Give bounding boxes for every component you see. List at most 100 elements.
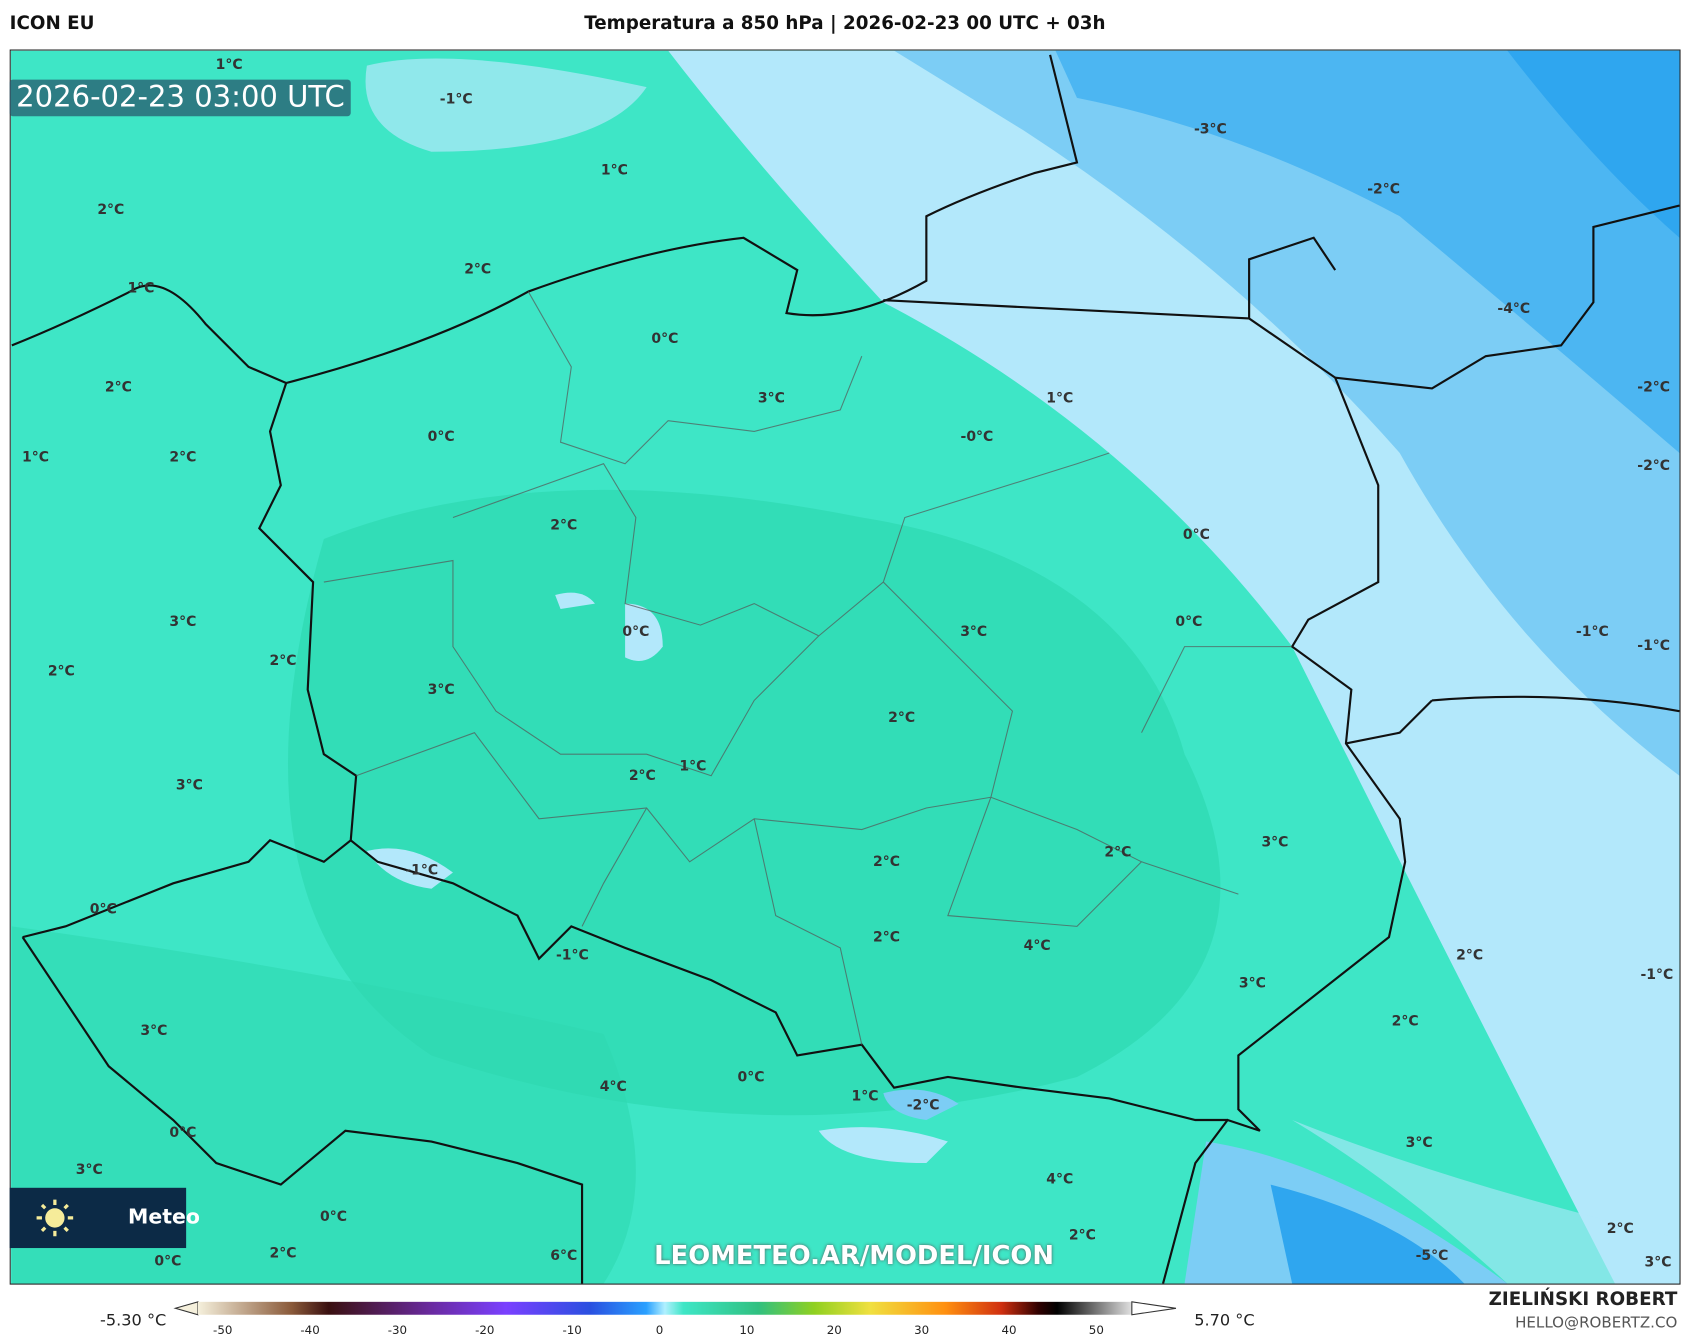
- temperature-label: 2°C: [1456, 947, 1484, 965]
- author-name: ZIELIŃSKI ROBERT: [1488, 1288, 1678, 1311]
- temperature-label: 6°C: [550, 1248, 578, 1265]
- temperature-label: 3°C: [1261, 834, 1289, 852]
- colorbar-max-arrow: [1131, 1301, 1177, 1316]
- temperature-label: 4°C: [599, 1079, 627, 1096]
- temperature-label: 2°C: [269, 653, 297, 670]
- temperature-label: 2°C: [1391, 1013, 1419, 1030]
- temperature-label: 0°C: [651, 331, 679, 348]
- colorbar-tick: -50: [213, 1323, 233, 1338]
- colorbar: [173, 1301, 1177, 1316]
- temperature-label: 2°C: [97, 202, 125, 219]
- temperature-label: 0°C: [320, 1209, 348, 1226]
- cold-band-south: [1292, 1120, 1680, 1284]
- temperature-label: 3°C: [75, 1161, 103, 1179]
- temperature-label: 2°C: [104, 379, 132, 396]
- temperature-map: 1°C -1°C 1°C 2°C 2°C 1°C 0°C 2°C 3°C 1°C 0°C -0°C 1°…: [9, 49, 1681, 1285]
- cold-core: [1507, 50, 1680, 238]
- map-canvas: [10, 50, 1680, 1284]
- temperature-label: -1°C: [1640, 967, 1674, 984]
- colorbar-gradient: [197, 1301, 1132, 1315]
- temperature-label: 3°C: [757, 390, 785, 407]
- chart-title: Temperatura a 850 hPa | 2026-02-23 00 UT…: [584, 12, 1106, 35]
- temperature-label: 3°C: [169, 614, 197, 631]
- temperature-label: 3°C: [960, 624, 988, 641]
- temperature-label: 0°C: [89, 901, 117, 918]
- colorbar-tick: 10: [739, 1323, 755, 1338]
- temperature-label: -2°C: [906, 1097, 940, 1114]
- temperature-label: 1°C: [679, 758, 707, 775]
- temperature-label: -3°C: [1193, 121, 1227, 138]
- colorbar-tick: 20: [826, 1323, 842, 1338]
- cold-patch: [365, 58, 647, 152]
- cold-zone-inner: [1055, 50, 1680, 453]
- colorbar-tick: 40: [1001, 1323, 1017, 1338]
- model-name: ICON EU: [9, 12, 95, 35]
- cold-patch: [625, 603, 663, 661]
- watermark: LEOMETEO.AR/MODEL/ICON: [654, 1240, 1054, 1271]
- colorbar-max: 5.70 °C: [1194, 1310, 1255, 1330]
- temperature-label: 2°C: [1606, 1221, 1634, 1238]
- temperature-label: 1°C: [1046, 390, 1074, 407]
- valid-time-badge: 2026-02-23 03:00 UTC: [9, 79, 352, 117]
- temperature-label: 1°C: [215, 57, 243, 74]
- temperature-label: 3°C: [140, 1023, 168, 1040]
- colorbar-min: -5.30 °C: [100, 1310, 167, 1330]
- colorbar-min-arrow: [173, 1301, 199, 1316]
- temperature-label: 1°C: [127, 280, 155, 297]
- temperature-label: 3°C: [427, 682, 455, 699]
- temperature-label: -1°C: [1637, 638, 1671, 655]
- temperature-label: 0°C: [427, 429, 455, 446]
- temperature-label: 2°C: [628, 768, 656, 785]
- colorbar-tick: 50: [1088, 1323, 1104, 1338]
- temperature-label: 0°C: [1175, 614, 1203, 631]
- temperature-label: 4°C: [1046, 1171, 1074, 1188]
- temperature-label: 2°C: [269, 1245, 297, 1263]
- temperature-label: -4°C: [1497, 301, 1531, 318]
- temperature-label: -1°C: [1575, 624, 1609, 641]
- warm-core: [287, 489, 1221, 1116]
- author-email[interactable]: HELLO@ROBERTZ.CO: [1515, 1314, 1678, 1332]
- temperature-label: -2°C: [1637, 379, 1671, 396]
- cold-core-south: [1270, 1184, 1465, 1284]
- temperature-label: -1°C: [439, 91, 473, 108]
- temperature-label: -2°C: [1367, 181, 1401, 198]
- cold-patch: [883, 1089, 959, 1121]
- temperature-label: 0°C: [169, 1125, 197, 1142]
- temperature-label: 2°C: [169, 449, 197, 466]
- logo: Meteo: [9, 1187, 200, 1249]
- temperature-label: 3°C: [1238, 975, 1266, 992]
- temperature-label: 3°C: [175, 777, 203, 795]
- temperature-label: 2°C: [873, 854, 901, 871]
- temperature-label: 2°C: [550, 517, 578, 534]
- temperature-label: 0°C: [622, 624, 650, 641]
- colorbar-tick: 30: [914, 1323, 930, 1338]
- logo-text: Meteo: [128, 1205, 200, 1229]
- colorbar-tick: 0: [655, 1323, 664, 1338]
- temperature-label: 1°C: [22, 449, 50, 466]
- temperature-label: -1°C: [405, 862, 439, 880]
- temperature-label: 1°C: [600, 162, 628, 179]
- region-borders: [323, 291, 1293, 1045]
- temperature-label: -5°C: [1415, 1248, 1449, 1265]
- temperature-label: -2°C: [1637, 458, 1671, 475]
- cold-patch: [555, 592, 595, 609]
- colorbar-tick: -30: [387, 1323, 408, 1338]
- colorbar-tick: -10: [562, 1323, 582, 1338]
- temperature-label: 4°C: [1023, 938, 1051, 955]
- temperature-label: 1°C: [851, 1088, 879, 1105]
- sun-icon: [36, 1199, 74, 1237]
- temperature-label: 2°C: [47, 663, 75, 680]
- country-borders: [11, 54, 1680, 1284]
- temperature-label: 0°C: [737, 1069, 765, 1086]
- temperature-label: 3°C: [1644, 1254, 1672, 1271]
- temperature-label: 2°C: [464, 261, 492, 278]
- temperature-label: 2°C: [888, 710, 916, 727]
- temperature-label: 0°C: [1182, 527, 1210, 544]
- cold-patch: [366, 848, 453, 889]
- colorbar-tick: -40: [300, 1323, 320, 1338]
- temperature-label: 2°C: [873, 929, 901, 946]
- temperature-label: 3°C: [1405, 1135, 1433, 1152]
- temperature-label: 0°C: [154, 1253, 182, 1270]
- temperature-label: -0°C: [960, 429, 994, 446]
- cold-patch: [818, 1127, 948, 1164]
